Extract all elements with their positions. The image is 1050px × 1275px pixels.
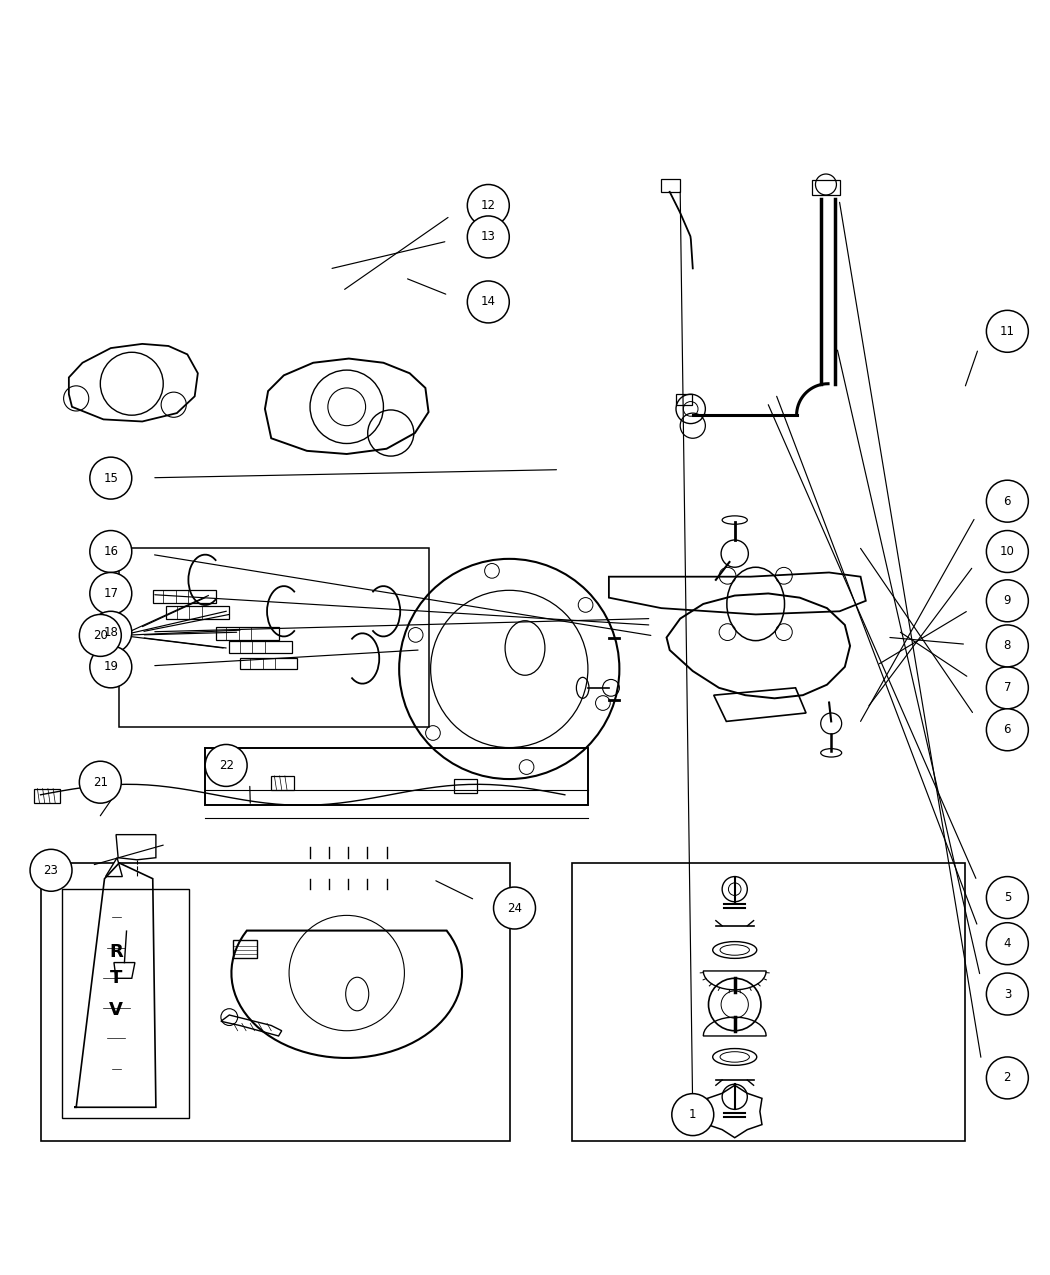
Bar [572, 863, 965, 1141]
Text: T: T [110, 969, 122, 987]
Bar [62, 889, 189, 1118]
Text: 16: 16 [103, 544, 119, 558]
Bar [41, 863, 510, 1141]
Bar [662, 180, 680, 191]
Circle shape [986, 530, 1028, 572]
Circle shape [80, 761, 122, 803]
Circle shape [986, 877, 1028, 918]
Circle shape [986, 580, 1028, 622]
Text: V: V [109, 1001, 123, 1019]
Circle shape [90, 611, 131, 653]
Bar [454, 779, 477, 793]
Circle shape [672, 1094, 714, 1136]
Text: 23: 23 [44, 863, 59, 877]
Text: 10: 10 [1000, 544, 1014, 558]
Circle shape [986, 923, 1028, 965]
Bar [215, 627, 278, 640]
Text: 6: 6 [1004, 723, 1011, 736]
Bar [813, 180, 840, 195]
Text: 14: 14 [481, 296, 496, 309]
Text: 8: 8 [1004, 639, 1011, 653]
Circle shape [467, 215, 509, 258]
Circle shape [986, 481, 1028, 523]
Text: 13: 13 [481, 231, 496, 244]
Bar [120, 548, 428, 727]
Circle shape [30, 849, 72, 891]
Circle shape [986, 709, 1028, 751]
Circle shape [205, 745, 247, 787]
Text: 18: 18 [103, 626, 119, 639]
Text: 7: 7 [1004, 681, 1011, 695]
Bar [35, 788, 61, 803]
Circle shape [90, 458, 131, 499]
Text: 21: 21 [92, 775, 108, 789]
Text: 11: 11 [1000, 325, 1015, 338]
Text: 15: 15 [103, 472, 119, 484]
Text: 20: 20 [92, 629, 108, 641]
Bar [233, 940, 256, 959]
Bar [271, 776, 294, 789]
Bar [152, 590, 215, 603]
Text: 17: 17 [103, 586, 119, 601]
Circle shape [90, 530, 131, 572]
Bar [239, 658, 297, 669]
Circle shape [467, 280, 509, 323]
Circle shape [986, 1057, 1028, 1099]
Circle shape [986, 625, 1028, 667]
Text: 1: 1 [689, 1108, 696, 1121]
Text: 24: 24 [507, 901, 522, 914]
Circle shape [986, 310, 1028, 352]
Bar [166, 606, 229, 618]
Polygon shape [106, 858, 123, 877]
Text: 9: 9 [1004, 594, 1011, 607]
Bar [205, 747, 588, 806]
Circle shape [986, 973, 1028, 1015]
Circle shape [494, 887, 536, 929]
Text: 19: 19 [103, 660, 119, 673]
Circle shape [90, 646, 131, 687]
Bar [229, 640, 292, 653]
Text: 22: 22 [218, 759, 234, 771]
Text: 4: 4 [1004, 937, 1011, 950]
Text: 6: 6 [1004, 495, 1011, 507]
Text: 12: 12 [481, 199, 496, 212]
Bar [676, 394, 692, 404]
Circle shape [80, 615, 122, 657]
Text: 3: 3 [1004, 988, 1011, 1001]
Text: 2: 2 [1004, 1071, 1011, 1085]
Circle shape [90, 572, 131, 615]
Circle shape [986, 667, 1028, 709]
Text: 5: 5 [1004, 891, 1011, 904]
Text: R: R [109, 944, 123, 961]
Circle shape [467, 185, 509, 227]
